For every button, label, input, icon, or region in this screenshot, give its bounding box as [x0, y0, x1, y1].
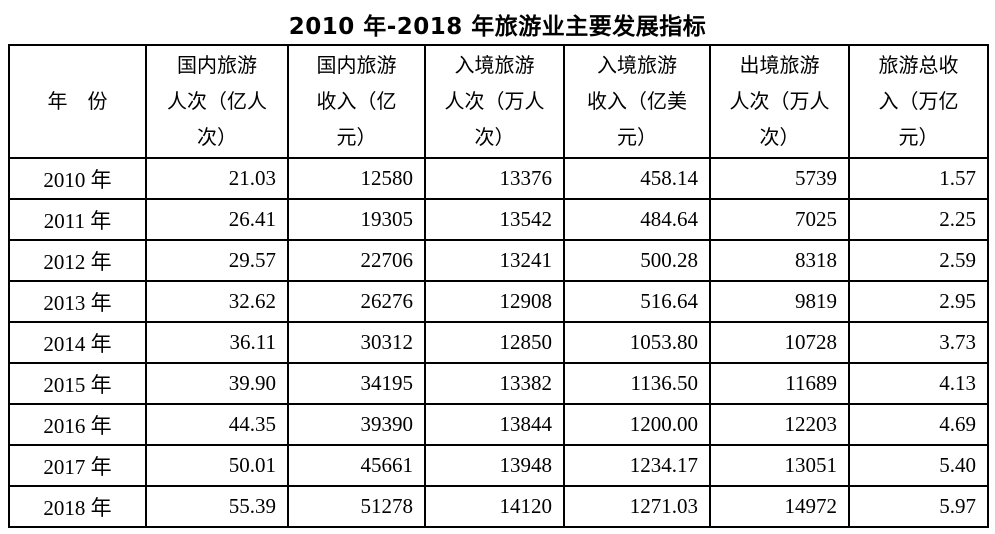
table-row: 2011 年 26.41 19305 13542 484.64 7025 2.2…	[8, 198, 989, 241]
inbound-trips-cell: 14120	[424, 485, 565, 528]
domestic-trips-cell: 39.90	[145, 362, 289, 405]
year-cell: 2014 年	[8, 321, 147, 364]
inbound-trips-cell: 13844	[424, 403, 565, 446]
col-header-inbound-trips: 入境旅游 人次（万人 次）	[424, 44, 565, 159]
domestic-revenue-cell: 30312	[287, 321, 426, 364]
tourism-indicators-table: 年 份 国内旅游 人次（亿人 次） 国内旅游 收入（亿 元） 入境旅游 人次（万…	[8, 44, 989, 528]
domestic-revenue-cell: 22706	[287, 239, 426, 282]
outbound-trips-cell: 10728	[709, 321, 850, 364]
inbound-revenue-cell: 1200.00	[563, 403, 711, 446]
total-revenue-cell: 3.73	[848, 321, 989, 364]
inbound-trips-cell: 12850	[424, 321, 565, 364]
col-header-domestic-trips: 国内旅游 人次（亿人 次）	[145, 44, 289, 159]
col-header-domestic-revenue: 国内旅游 收入（亿 元）	[287, 44, 426, 159]
total-revenue-cell: 5.97	[848, 485, 989, 528]
year-cell: 2016 年	[8, 403, 147, 446]
outbound-trips-cell: 11689	[709, 362, 850, 405]
outbound-trips-cell: 9819	[709, 280, 850, 323]
inbound-revenue-cell: 1234.17	[563, 444, 711, 487]
inbound-revenue-cell: 516.64	[563, 280, 711, 323]
table-row: 2015 年 39.90 34195 13382 1136.50 11689 4…	[8, 362, 989, 405]
domestic-trips-cell: 36.11	[145, 321, 289, 364]
domestic-trips-cell: 21.03	[145, 157, 289, 200]
inbound-trips-cell: 13376	[424, 157, 565, 200]
domestic-trips-cell: 29.57	[145, 239, 289, 282]
inbound-trips-cell: 13382	[424, 362, 565, 405]
domestic-trips-cell: 55.39	[145, 485, 289, 528]
outbound-trips-cell: 5739	[709, 157, 850, 200]
inbound-trips-cell: 13241	[424, 239, 565, 282]
inbound-trips-cell: 12908	[424, 280, 565, 323]
col-header-inbound-revenue: 入境旅游 收入（亿美 元）	[563, 44, 711, 159]
table-row: 2012 年 29.57 22706 13241 500.28 8318 2.5…	[8, 239, 989, 282]
domestic-trips-cell: 44.35	[145, 403, 289, 446]
year-cell: 2018 年	[8, 485, 147, 528]
domestic-revenue-cell: 26276	[287, 280, 426, 323]
inbound-revenue-cell: 484.64	[563, 198, 711, 241]
total-revenue-cell: 4.13	[848, 362, 989, 405]
total-revenue-cell: 2.95	[848, 280, 989, 323]
table-row: 2017 年 50.01 45661 13948 1234.17 13051 5…	[8, 444, 989, 487]
col-header-year: 年 份	[8, 44, 147, 159]
domestic-revenue-cell: 39390	[287, 403, 426, 446]
inbound-revenue-cell: 1053.80	[563, 321, 711, 364]
outbound-trips-cell: 12203	[709, 403, 850, 446]
col-header-outbound-trips: 出境旅游 人次（万人 次）	[709, 44, 850, 159]
inbound-trips-cell: 13542	[424, 198, 565, 241]
year-cell: 2017 年	[8, 444, 147, 487]
table-header-row: 年 份 国内旅游 人次（亿人 次） 国内旅游 收入（亿 元） 入境旅游 人次（万…	[8, 44, 989, 159]
outbound-trips-cell: 8318	[709, 239, 850, 282]
total-revenue-cell: 2.25	[848, 198, 989, 241]
year-cell: 2013 年	[8, 280, 147, 323]
total-revenue-cell: 5.40	[848, 444, 989, 487]
year-cell: 2011 年	[8, 198, 147, 241]
year-cell: 2010 年	[8, 157, 147, 200]
domestic-revenue-cell: 45661	[287, 444, 426, 487]
page-title: 2010 年-2018 年旅游业主要发展指标	[288, 14, 707, 40]
domestic-revenue-cell: 12580	[287, 157, 426, 200]
inbound-revenue-cell: 1136.50	[563, 362, 711, 405]
inbound-revenue-cell: 1271.03	[563, 485, 711, 528]
domestic-revenue-cell: 34195	[287, 362, 426, 405]
domestic-trips-cell: 50.01	[145, 444, 289, 487]
total-revenue-cell: 2.59	[848, 239, 989, 282]
outbound-trips-cell: 13051	[709, 444, 850, 487]
table-row: 2013 年 32.62 26276 12908 516.64 9819 2.9…	[8, 280, 989, 323]
outbound-trips-cell: 7025	[709, 198, 850, 241]
inbound-revenue-cell: 458.14	[563, 157, 711, 200]
col-header-total-revenue: 旅游总收 入（万亿 元）	[848, 44, 989, 159]
inbound-revenue-cell: 500.28	[563, 239, 711, 282]
inbound-trips-cell: 13948	[424, 444, 565, 487]
domestic-trips-cell: 26.41	[145, 198, 289, 241]
table-row: 2014 年 36.11 30312 12850 1053.80 10728 3…	[8, 321, 989, 364]
table-row: 2010 年 21.03 12580 13376 458.14 5739 1.5…	[8, 157, 989, 200]
outbound-trips-cell: 14972	[709, 485, 850, 528]
total-revenue-cell: 4.69	[848, 403, 989, 446]
domestic-trips-cell: 32.62	[145, 280, 289, 323]
table-row: 2018 年 55.39 51278 14120 1271.03 14972 5…	[8, 485, 989, 528]
domestic-revenue-cell: 51278	[287, 485, 426, 528]
total-revenue-cell: 1.57	[848, 157, 989, 200]
year-cell: 2015 年	[8, 362, 147, 405]
domestic-revenue-cell: 19305	[287, 198, 426, 241]
year-cell: 2012 年	[8, 239, 147, 282]
table-row: 2016 年 44.35 39390 13844 1200.00 12203 4…	[8, 403, 989, 446]
